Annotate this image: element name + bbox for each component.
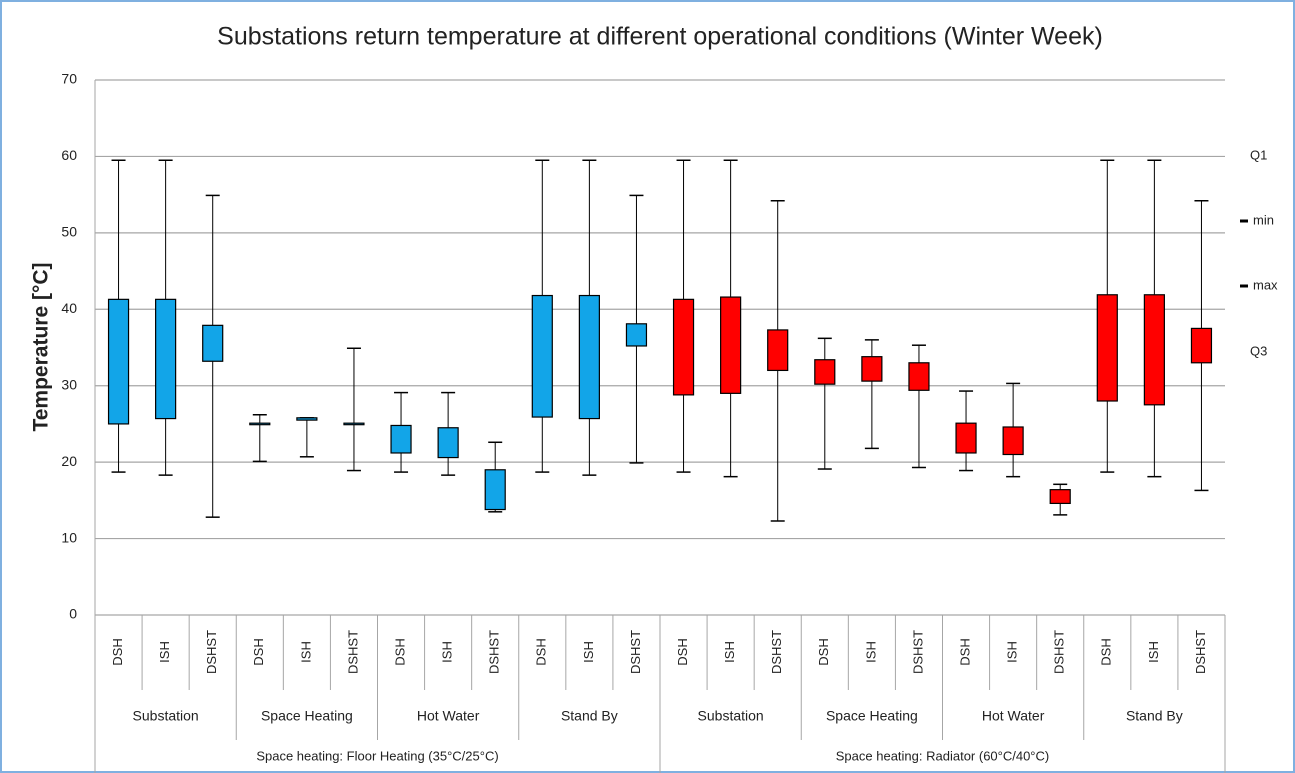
x-tick-label: DSH (816, 638, 831, 665)
x-tick-label: DSH (957, 638, 972, 665)
box (720, 296, 742, 394)
x-tick-label: ISH (157, 641, 172, 663)
box (390, 424, 412, 454)
x-tick-label: ISH (298, 641, 313, 663)
x-tick-label: ISH (440, 641, 455, 663)
box (625, 323, 648, 347)
x-tick-label: ISH (722, 641, 737, 663)
box (1002, 426, 1024, 456)
y-axis-label: Temperature [°C] (30, 262, 53, 431)
box (296, 417, 318, 421)
box (249, 422, 271, 426)
legend-label: min (1253, 212, 1274, 227)
subgroup-label: Hot Water (982, 708, 1045, 724)
box (107, 298, 130, 425)
y-tick-label: 60 (61, 147, 77, 163)
legend-label: max (1253, 277, 1278, 292)
x-tick-label: DSHST (1052, 630, 1067, 674)
x-tick-label: ISH (1005, 641, 1020, 663)
y-tick-label: 70 (61, 71, 77, 87)
box (578, 294, 600, 420)
x-tick-label: DSHST (1193, 630, 1208, 674)
box (861, 356, 883, 382)
x-tick-label: DSH (392, 638, 407, 665)
chart-title: Substations return temperature at differ… (217, 23, 1103, 51)
y-tick-label: 40 (61, 300, 77, 316)
group-label: Space heating: Radiator (60°C/40°C) (836, 748, 1049, 763)
x-tick-label: ISH (863, 641, 878, 663)
box (672, 298, 695, 396)
box (1143, 294, 1165, 406)
x-tick-label: DSHST (628, 630, 643, 674)
y-tick-label: 50 (61, 224, 77, 240)
x-tick-label: DSHST (910, 630, 925, 674)
subgroup-label: Substation (133, 708, 199, 724)
x-tick-label: DSHST (769, 630, 784, 674)
box (1049, 489, 1071, 505)
legend-label: Q3 (1250, 343, 1267, 358)
box (767, 329, 789, 372)
box (908, 362, 930, 391)
x-tick-label: DSHST (204, 630, 219, 674)
subgroup-label: Stand By (1126, 708, 1183, 724)
x-tick-label: DSH (534, 638, 549, 665)
x-tick-label: DSHST (487, 630, 502, 674)
box (955, 422, 977, 454)
legend-label: Q1 (1250, 147, 1267, 162)
box (202, 324, 224, 362)
box (437, 427, 459, 459)
box (484, 469, 506, 511)
subgroup-label: Stand By (561, 708, 618, 724)
x-tick-label: DSH (675, 638, 690, 665)
subgroup-label: Space Heating (261, 708, 353, 724)
box (155, 298, 177, 420)
box (814, 359, 836, 385)
box (343, 422, 365, 426)
y-tick-label: 30 (61, 376, 77, 392)
x-tick-label: DSHST (345, 630, 360, 674)
y-tick-label: 20 (61, 453, 77, 469)
x-tick-label: DSH (110, 638, 125, 665)
subgroup-label: Space Heating (826, 708, 918, 724)
y-tick-label: 10 (61, 529, 77, 545)
subgroup-label: Substation (698, 708, 764, 724)
subgroup-label: Hot Water (417, 708, 480, 724)
box (531, 294, 553, 418)
y-tick-label: 0 (69, 606, 77, 622)
x-tick-label: ISH (1146, 641, 1161, 663)
box (1096, 294, 1118, 402)
box (1190, 327, 1213, 364)
x-tick-label: DSH (251, 638, 266, 665)
x-tick-label: DSH (1099, 638, 1114, 665)
x-tick-label: ISH (581, 641, 596, 663)
group-label: Space heating: Floor Heating (35°C/25°C) (256, 748, 498, 763)
